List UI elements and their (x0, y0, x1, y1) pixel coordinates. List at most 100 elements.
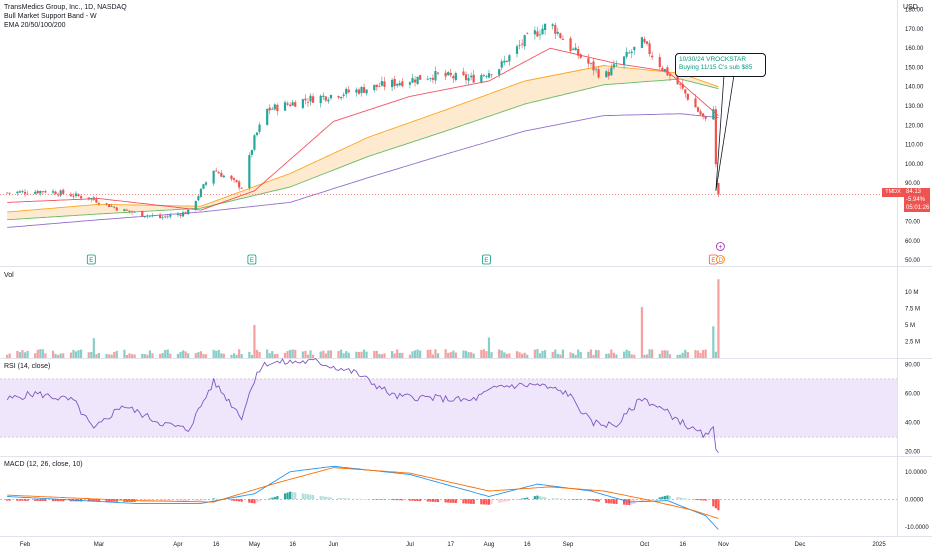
volume-bar (645, 354, 649, 358)
macd-histogram-bar (454, 499, 457, 504)
price-axis-tick: 90.00 (905, 181, 921, 187)
volume-bar (625, 349, 628, 358)
macd-histogram-bar (266, 499, 269, 500)
candle (485, 76, 488, 78)
macd-histogram-bar (194, 499, 197, 501)
macd-histogram-bar (434, 499, 437, 502)
volume-bar (521, 353, 524, 358)
volume-bar (87, 352, 90, 358)
candle (610, 67, 613, 76)
volume-bar (434, 349, 437, 358)
volume-bar (482, 349, 485, 358)
volume-bar (622, 351, 626, 358)
volume-bar (176, 353, 180, 358)
macd-histogram-bar (383, 499, 386, 500)
candle (676, 74, 679, 85)
volume-bar (365, 351, 368, 358)
volume-bar (301, 351, 304, 358)
volume-bar (449, 352, 452, 358)
candle (577, 49, 580, 56)
volume-bar (51, 350, 55, 358)
macd-histogram-bar (625, 499, 628, 505)
macd-histogram-bar (232, 499, 236, 501)
candle (54, 191, 57, 195)
candle (123, 209, 126, 212)
ticker-tag: TMDX (882, 188, 904, 197)
volume-bar (130, 354, 134, 358)
volume-bar (605, 353, 608, 358)
volume-bar (337, 350, 340, 358)
macd-histogram-bar (526, 497, 529, 500)
macd-histogram-bar (108, 499, 111, 502)
macd-histogram-bar (401, 499, 404, 501)
volume-bar (57, 354, 60, 358)
macd-histogram-bar (651, 499, 654, 500)
volume-bar (554, 349, 557, 358)
macd-histogram-bar (306, 494, 310, 500)
candle (378, 86, 381, 88)
volume-bar (143, 354, 146, 358)
time-axis-tick: Nov (718, 542, 729, 548)
volume-bar (322, 350, 325, 358)
macd-histogram-bar (365, 499, 368, 500)
volume-bar (569, 352, 572, 358)
volume-bar (684, 349, 687, 358)
volume-bar (444, 349, 447, 358)
volume-bar (503, 352, 506, 358)
ema-20-line (7, 47, 719, 211)
add-event-marker-label: + (718, 244, 722, 251)
macd-histogram-bar (714, 499, 717, 509)
candle (57, 194, 60, 196)
candle (523, 35, 526, 47)
volume-bar (54, 353, 57, 358)
symbol-title[interactable]: TransMedics Group, Inc., 1D, NASDAQ (4, 4, 127, 11)
candle (230, 175, 233, 180)
bar-countdown: 05:01:26 (906, 205, 930, 211)
candle (268, 107, 271, 111)
macd-histogram-bar (408, 499, 412, 501)
volume-bar (113, 352, 116, 358)
annotation-pointer (715, 74, 735, 191)
candle (187, 209, 190, 215)
volume-bar (355, 351, 358, 358)
candle (643, 38, 646, 43)
price-axis-tick: 120.00 (905, 123, 924, 129)
indicator-ema-label[interactable]: EMA 20/50/100/200 (4, 22, 66, 29)
indicator-bull-band-label[interactable]: Bull Market Support Band - W (4, 13, 97, 20)
volume-bar (92, 338, 95, 358)
annotation-callout[interactable]: 10/30/24 VROCKSTAR Buying 11/15 C's sub … (675, 53, 766, 77)
volume-bar (556, 353, 559, 358)
volume-bar (579, 352, 582, 358)
candle (115, 207, 118, 211)
candle (362, 87, 366, 93)
volume-bar (62, 353, 65, 358)
macd-histogram-bar (472, 499, 475, 504)
volume-bar (378, 353, 381, 358)
volume-bar (74, 351, 78, 358)
price-axis-tick: 150.00 (905, 65, 924, 71)
macd-histogram-bar (470, 499, 473, 504)
candle (431, 77, 434, 80)
ema-100-line (7, 78, 719, 221)
ema-50-line (7, 65, 719, 213)
macd-histogram-bar (159, 499, 162, 502)
dividend-marker-label: D (719, 258, 724, 264)
macd-pane-title[interactable]: MACD (12, 26, close, 10) (4, 461, 83, 468)
macd-histogram-bar (248, 499, 251, 503)
macd-histogram-bar (500, 499, 503, 503)
volume-pane-title[interactable]: Vol (4, 272, 14, 279)
candle (345, 88, 348, 95)
last-price-tag: 84.13 -5.94% 05:01:26 (904, 188, 930, 212)
currency-label[interactable]: USD (903, 4, 918, 11)
candle (498, 69, 501, 75)
rsi-pane-title[interactable]: RSI (14, close) (4, 363, 51, 370)
earnings-marker-label: E (250, 258, 254, 264)
candle (686, 93, 689, 100)
volume-bar (148, 350, 152, 358)
volume-bar (663, 350, 666, 358)
macd-histogram-bar (543, 497, 547, 500)
candle (543, 23, 547, 31)
candle (146, 215, 149, 217)
candle (630, 51, 633, 54)
